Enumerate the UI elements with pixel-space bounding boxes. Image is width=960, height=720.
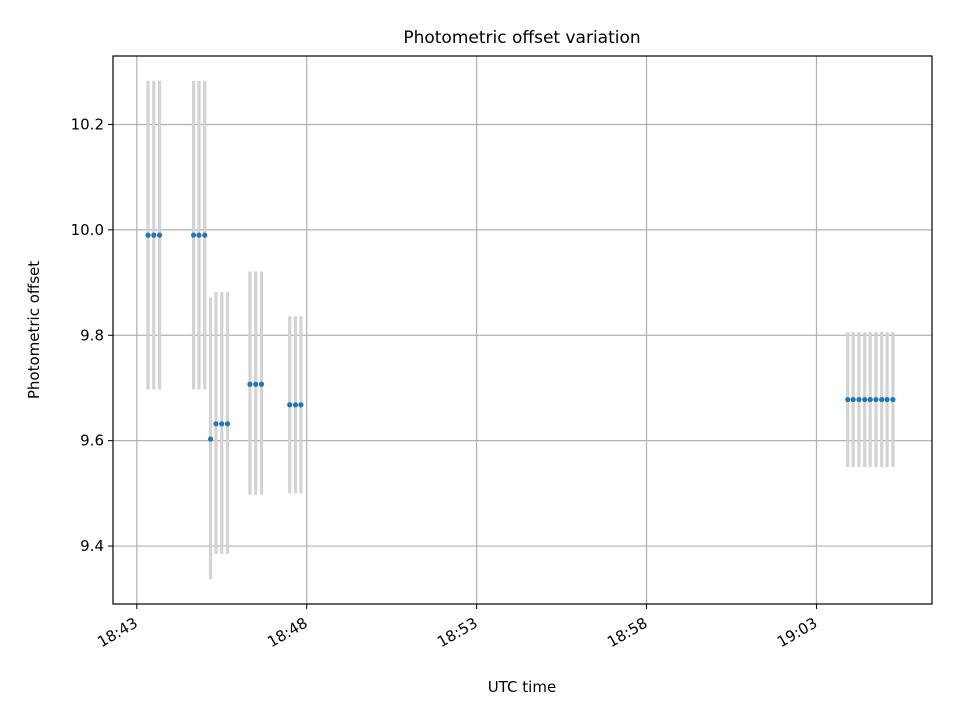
- data-point: [202, 232, 208, 238]
- y-axis-ticks: 9.4 9.6 9.8 10.0 10.2: [71, 116, 113, 555]
- y-tick-label: 10.2: [71, 116, 104, 134]
- y-tick-label: 9.8: [80, 326, 104, 344]
- data-point: [247, 381, 253, 387]
- chart-title: Photometric offset variation: [403, 28, 640, 48]
- data-point: [253, 381, 259, 387]
- data-points: [145, 232, 896, 442]
- data-point: [867, 396, 873, 403]
- data-point: [196, 232, 202, 238]
- data-point: [884, 396, 890, 403]
- data-point: [879, 396, 885, 403]
- data-point: [862, 396, 868, 403]
- data-point: [224, 421, 231, 427]
- y-tick-label: 10.0: [71, 221, 104, 239]
- y-tick-label: 9.6: [80, 432, 104, 450]
- data-point: [207, 436, 214, 442]
- data-point: [190, 232, 197, 238]
- data-point: [890, 396, 896, 403]
- data-point: [145, 232, 151, 238]
- data-point: [292, 402, 299, 408]
- data-point: [287, 402, 293, 408]
- x-axis-label: UTC time: [488, 678, 556, 696]
- data-point: [213, 421, 219, 427]
- y-axis-label: Photometric offset: [25, 261, 43, 399]
- data-point: [298, 402, 304, 408]
- data-point: [845, 396, 851, 403]
- data-point: [850, 396, 856, 403]
- data-point: [258, 381, 265, 387]
- data-point: [219, 421, 225, 427]
- data-point: [873, 396, 879, 403]
- plot-frame: [112, 55, 933, 605]
- data-point: [151, 232, 157, 238]
- y-tick-label: 9.4: [80, 537, 104, 555]
- data-point: [156, 232, 163, 238]
- data-point: [856, 396, 862, 403]
